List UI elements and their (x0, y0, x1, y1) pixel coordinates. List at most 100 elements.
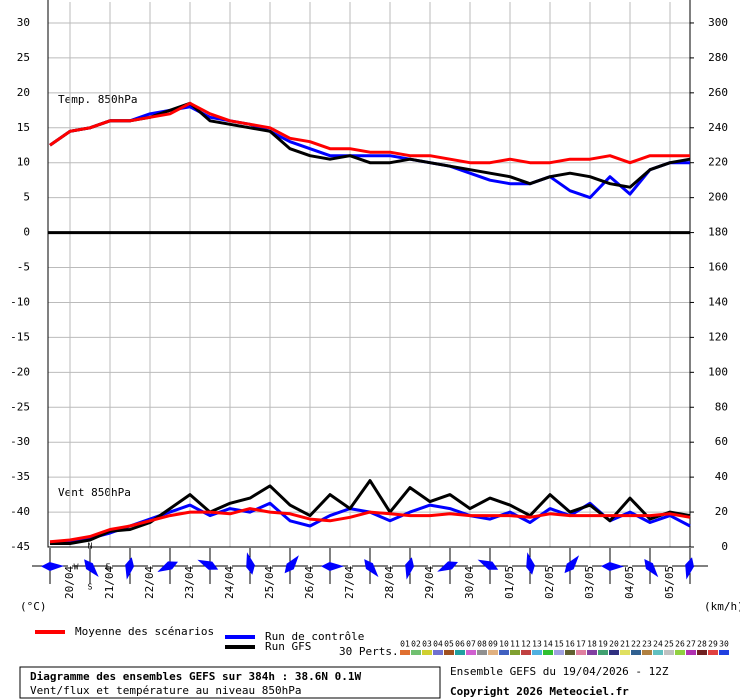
run-info: Ensemble GEFS du 19/04/2026 - 12Z (450, 665, 669, 678)
series-line (49, 507, 691, 544)
y2-tick-label: 100 (708, 365, 728, 378)
y2-axis-unit: (km/h) (704, 600, 740, 613)
x-tick-label: 21/04 (103, 566, 116, 599)
perturbation-swatch (433, 650, 443, 655)
perturbation-name: 28 (697, 640, 707, 649)
perturbation-name: 29 (708, 640, 718, 649)
y2-tick-label: 300 (708, 16, 728, 29)
wind-rose (125, 557, 134, 580)
y-tick-label: 25 (17, 51, 30, 64)
perturbation-swatch (455, 650, 465, 655)
perturbation-name: 13 (532, 640, 542, 649)
y-tick-label: -45 (10, 540, 30, 553)
y-tick-label: -35 (10, 470, 30, 483)
wind-rose (405, 557, 414, 580)
perturbation-name: 16 (565, 640, 575, 649)
perturbation-swatch (653, 650, 663, 655)
perturbation-name: 03 (422, 640, 432, 649)
x-tick-label: 25/04 (263, 566, 276, 599)
y-tick-label: 5 (23, 191, 30, 204)
perturbation-swatch (719, 650, 729, 655)
y2-tick-label: 140 (708, 295, 728, 308)
y-tick-label: 0 (23, 226, 30, 239)
perturbation-name: 11 (510, 640, 520, 649)
x-tick-label: 26/04 (303, 566, 316, 599)
x-tick-label: 24/04 (223, 566, 236, 599)
compass-label: W (74, 563, 79, 572)
perturbation-swatch (587, 650, 597, 655)
wind-rose (601, 562, 624, 571)
perturbation-swatch (532, 650, 542, 655)
y2-tick-label: 120 (708, 330, 728, 343)
perturbation-swatch (675, 650, 685, 655)
wind-rose (564, 555, 580, 574)
wind-rose (437, 561, 458, 572)
title-box (19, 666, 441, 699)
y2-tick-label: 80 (715, 400, 728, 413)
perturbation-swatch (466, 650, 476, 655)
y-axis-unit: (°C) (20, 600, 47, 613)
perturbation-name: 18 (587, 640, 597, 649)
y2-tick-label: 40 (715, 470, 728, 483)
compass-label: N (88, 542, 93, 551)
perturbation-swatch (620, 650, 630, 655)
series-line (49, 105, 690, 200)
chart-subtitle: Vent/flux et température au niveau 850hP… (30, 684, 302, 697)
y2-tick-label: 60 (715, 435, 728, 448)
perturbation-swatch (697, 650, 707, 655)
y2-tick-label: 20 (715, 505, 728, 518)
wind-rose (284, 555, 299, 574)
x-tick-label: 01/05 (503, 566, 516, 599)
perturbation-name: 26 (675, 640, 685, 649)
compass-label: E (106, 563, 111, 572)
plot-frame (47, 0, 691, 548)
x-tick-label: 28/04 (383, 566, 396, 599)
perturbation-swatch (488, 650, 498, 655)
y2-tick-label: 220 (708, 156, 728, 169)
y-tick-label: -5 (17, 261, 30, 274)
perturbation-name: 07 (466, 640, 476, 649)
perturbation-name: 21 (620, 640, 630, 649)
y-tick-label: -10 (10, 295, 30, 308)
perturbation-swatch (444, 650, 454, 655)
perturbation-label: 30 Perts. (339, 645, 399, 658)
perturbation-swatch (521, 650, 531, 655)
x-tick-label: 23/04 (183, 566, 196, 599)
copyright: Copyright 2026 Meteociel.fr (450, 685, 629, 698)
perturbation-name: 20 (609, 640, 619, 649)
perturbation-swatch (554, 650, 564, 655)
perturbation-name: 05 (444, 640, 454, 649)
perturbation-swatch (598, 650, 608, 655)
perturbation-name: 17 (576, 640, 586, 649)
perturbation-name: 25 (664, 640, 674, 649)
perturbation-name: 06 (455, 640, 465, 649)
wind-rose (364, 559, 379, 578)
y2-tick-label: 180 (708, 226, 728, 239)
wind-rose (526, 552, 535, 575)
x-tick-label: 29/04 (423, 566, 436, 599)
chart-title: Diagramme des ensembles GEFS sur 384h : … (30, 670, 362, 683)
y2-tick-label: 200 (708, 191, 728, 204)
legend-label: Moyenne des scénarios (75, 625, 214, 638)
wind-rose (41, 562, 64, 571)
perturbation-swatch (543, 650, 553, 655)
perturbation-name: 01 (400, 640, 410, 649)
perturbation-name: 23 (642, 640, 652, 649)
wind-rose (84, 559, 99, 577)
y-tick-label: 20 (17, 86, 30, 99)
panel-label: Vent 850hPa (58, 486, 131, 499)
perturbation-swatch (609, 650, 619, 655)
x-tick-label: 22/04 (143, 566, 156, 599)
x-tick-label: 02/05 (543, 566, 556, 599)
perturbation-swatch (477, 650, 487, 655)
perturbation-swatch (576, 650, 586, 655)
y-tick-label: 10 (17, 156, 30, 169)
perturbation-name: 08 (477, 640, 487, 649)
wind-rose (157, 561, 178, 572)
perturbation-swatch (411, 650, 421, 655)
series-line (49, 101, 690, 165)
perturbation-swatch (565, 650, 575, 655)
y-tick-label: -20 (10, 365, 30, 378)
y2-tick-label: 0 (721, 540, 728, 553)
